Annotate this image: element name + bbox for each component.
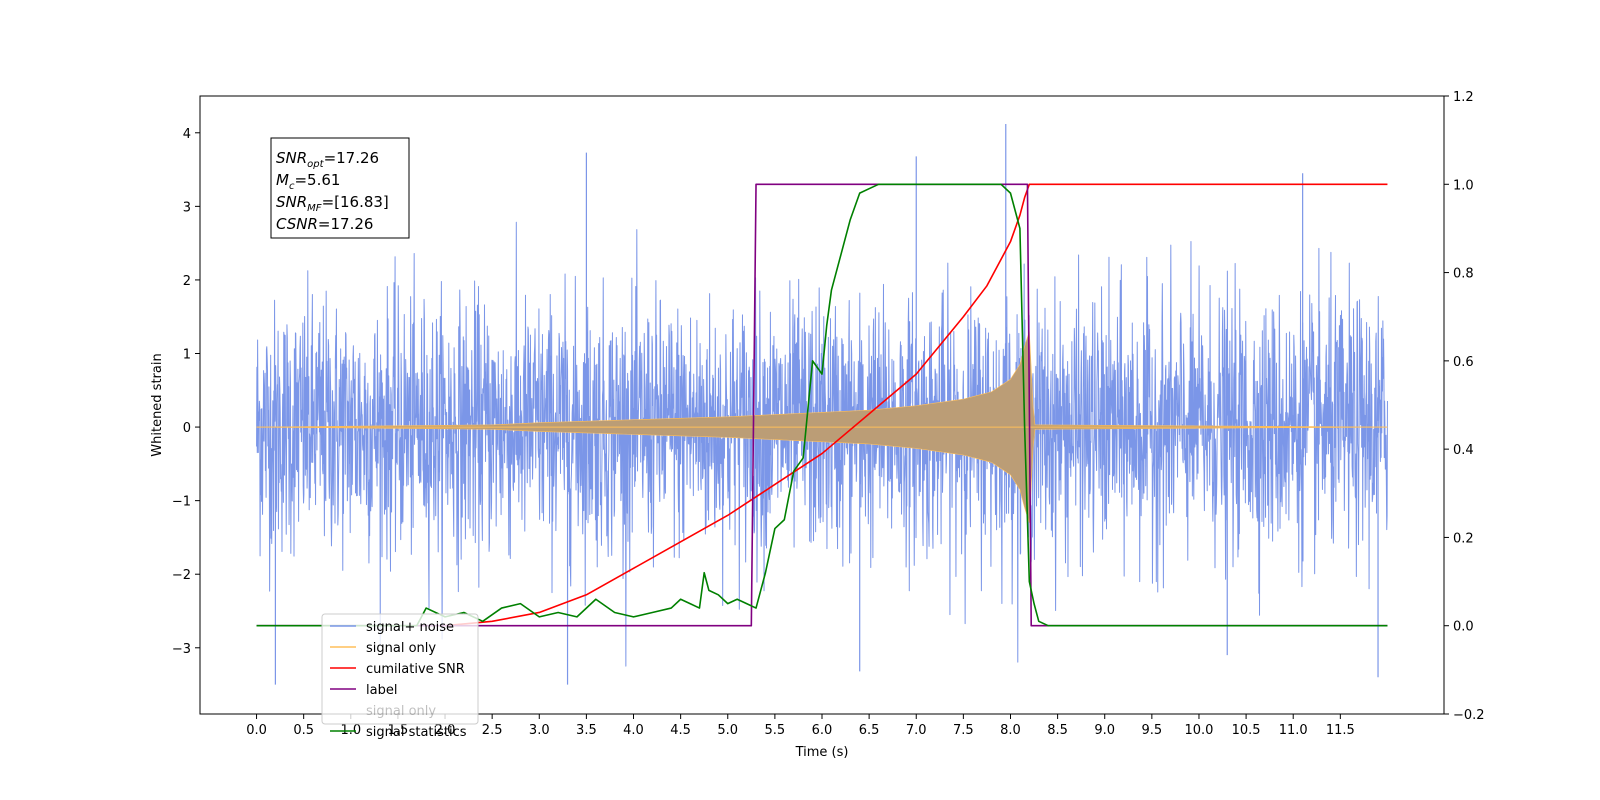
x-axis-label: Time (s) — [795, 745, 849, 760]
y2-axis: −0.2 0.0 0.2 0.4 0.6 0.8 1.0 1.2 — [1444, 90, 1485, 723]
info-line: SNRMF=[16.83] — [276, 193, 389, 214]
legend-frame — [321, 613, 479, 725]
x-tick-label: 11.0 — [1279, 723, 1308, 738]
x-tick-label: 10.0 — [1184, 723, 1213, 738]
x-tick-label: 0.0 — [246, 723, 267, 738]
x-tick-label: 6.5 — [859, 723, 880, 738]
y-tick-label: −3 — [172, 642, 191, 657]
y2-tick-label: −0.2 — [1453, 708, 1485, 723]
x-tick-label: 5.0 — [717, 723, 738, 738]
x-tick-label: 4.0 — [623, 723, 644, 738]
x-tick-label: 10.5 — [1232, 723, 1261, 738]
y2-tick-label: 0.2 — [1453, 531, 1474, 546]
legend-entry: label — [366, 683, 397, 698]
y-tick-label: −2 — [172, 568, 191, 583]
y2-tick-label: 1.2 — [1453, 90, 1474, 105]
y-axis: −3 −2 −1 0 1 2 3 4 — [172, 127, 200, 657]
series-cumilative-snr — [444, 183, 1388, 627]
x-tick-label: 2.5 — [482, 723, 503, 738]
y-tick-label: −1 — [172, 495, 191, 510]
x-tick-label: 9.0 — [1094, 723, 1115, 738]
x-tick-label: 7.5 — [953, 723, 974, 738]
y-tick-label: 0 — [183, 421, 191, 436]
info-line: SNRopt=17.26 — [276, 149, 379, 170]
legend-entry: cumilative SNR — [366, 662, 465, 677]
y-tick-label: 4 — [183, 127, 191, 142]
x-tick-label: 3.5 — [576, 723, 597, 738]
y2-tick-label: 0.0 — [1453, 620, 1474, 635]
x-tick-label: 1.5 — [388, 723, 409, 738]
x-tick-label: 7.0 — [906, 723, 927, 738]
y2-tick-label: 0.6 — [1453, 355, 1474, 370]
x-tick-label: 6.0 — [812, 723, 833, 738]
plot-frame — [199, 95, 1445, 715]
legend-entry: signal statistics — [366, 725, 467, 740]
series-signal-statistics — [256, 183, 1388, 627]
y-tick-label: 1 — [183, 348, 191, 363]
series-signal-noise — [256, 221, 1388, 667]
legend-entry: signal+ noise — [366, 620, 454, 635]
x-tick-label: 3.0 — [529, 723, 550, 738]
y-tick-label: 3 — [183, 200, 191, 215]
info-line: Mc=5.61 — [276, 171, 340, 192]
x-tick-label: 0.5 — [293, 723, 314, 738]
x-tick-label: 5.5 — [765, 723, 786, 738]
y-axis-label: Whitened strain — [150, 353, 165, 456]
legend-entry: signal only — [366, 641, 436, 656]
x-tick-label: 11.5 — [1326, 723, 1355, 738]
x-tick-label: 2.0 — [435, 723, 456, 738]
x-tick-label: 4.5 — [670, 723, 691, 738]
legend-entry: signal only — [366, 704, 436, 719]
plot-area — [256, 123, 1388, 685]
x-axis: 0.0 0.5 1.0 1.5 2.0 2.5 3.0 3.5 4.0 4.5 5.0 5.5 6.0 6… — [246, 714, 1355, 738]
info-box-frame — [270, 137, 410, 239]
y-tick-label: 2 — [183, 274, 191, 289]
y2-tick-label: 0.8 — [1453, 267, 1474, 282]
info-line: CSNR=17.26 — [276, 215, 373, 233]
y2-tick-label: 0.4 — [1453, 443, 1474, 458]
legend: signal+ noise signal only cumilative SNR la… — [321, 613, 479, 740]
info-box: SNRopt=17.26Mc=5.61SNRMF=[16.83]CSNR=17.… — [270, 137, 410, 239]
x-tick-label: 8.0 — [1000, 723, 1021, 738]
x-tick-label: 8.5 — [1047, 723, 1068, 738]
y2-tick-label: 1.0 — [1453, 178, 1474, 193]
x-tick-label: 9.5 — [1142, 723, 1163, 738]
